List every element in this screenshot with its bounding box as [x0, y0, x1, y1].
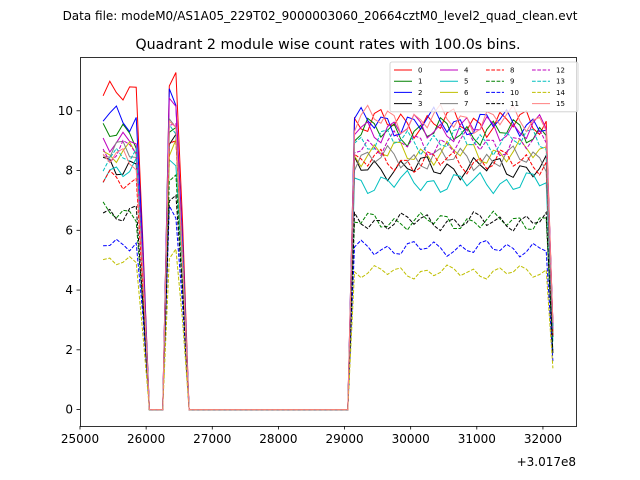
- x-tick-label: 29000: [325, 432, 363, 446]
- legend-label-7: 7: [464, 100, 468, 108]
- series-line-15: [102, 103, 554, 411]
- legend-label-8: 8: [510, 67, 514, 75]
- series-line-4: [102, 96, 554, 411]
- legend-label-4: 4: [464, 67, 469, 75]
- legend-label-9: 9: [510, 78, 514, 86]
- x-tick-label: 26000: [127, 432, 165, 446]
- legend-label-5: 5: [464, 78, 468, 86]
- series-line-10: [103, 203, 554, 411]
- plot-area: [102, 72, 554, 411]
- series-line-8: [102, 139, 554, 411]
- legend-label-13: 13: [556, 78, 565, 86]
- legend-label-1: 1: [418, 78, 422, 86]
- legend-label-12: 12: [556, 67, 565, 75]
- y-tick-label: 0: [65, 403, 73, 417]
- legend-label-0: 0: [418, 67, 422, 75]
- axes-frame: [80, 57, 577, 427]
- x-tick-label: 30000: [392, 432, 430, 446]
- x-tick-label: 31000: [458, 432, 496, 446]
- series-line-2: [102, 88, 554, 411]
- figure-suptitle: Data file: modeM0/AS1A05_229T02_90000030…: [63, 9, 578, 23]
- y-tick-label: 8: [65, 164, 73, 178]
- series-line-9: [102, 173, 554, 411]
- x-tick-label: 32000: [524, 432, 562, 446]
- y-tick-label: 4: [65, 283, 73, 297]
- legend-label-2: 2: [418, 89, 422, 97]
- x-offset-text: +3.017e8: [517, 455, 576, 469]
- x-tick-label: 28000: [259, 432, 297, 446]
- series-line-5: [102, 156, 554, 411]
- axis-ticks: 25000 26000 27000 28000 29000 30000 31000 32000…: [58, 104, 562, 446]
- legend-label-10: 10: [510, 89, 519, 97]
- y-tick-label: 6: [65, 223, 73, 237]
- legend-label-6: 6: [464, 89, 469, 97]
- x-tick-label: 25000: [61, 432, 99, 446]
- y-tick-label: 2: [65, 343, 73, 357]
- legend-label-11: 11: [510, 100, 519, 108]
- series-line-11: [102, 194, 554, 411]
- series-line-3: [102, 132, 554, 411]
- chart-title: Quadrant 2 module wise count rates with …: [135, 37, 520, 53]
- legend-box: [389, 61, 579, 113]
- series-line-12: [102, 122, 554, 411]
- y-tick-label: 10: [58, 104, 73, 118]
- x-tick-label: 27000: [193, 432, 231, 446]
- legend-label-3: 3: [418, 100, 422, 108]
- series-line-14: [102, 247, 554, 411]
- legend-label-15: 15: [556, 100, 565, 108]
- legend-label-14: 14: [556, 89, 565, 97]
